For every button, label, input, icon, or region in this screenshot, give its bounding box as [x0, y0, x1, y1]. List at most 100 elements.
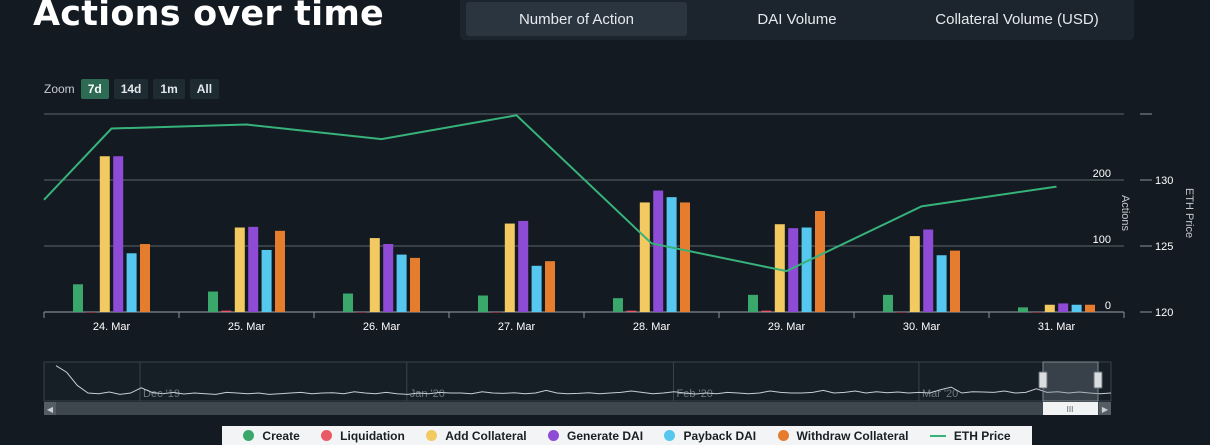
- x-axis-tick-label: 24. Mar: [93, 321, 131, 333]
- legend-item-add-collateral[interactable]: Add Collateral: [426, 428, 527, 443]
- scroll-right-arrow-icon: ▶: [1102, 405, 1109, 414]
- bar-add-collateral: [639, 202, 650, 312]
- page-title: Actions over time: [33, 0, 384, 34]
- bar-liquidation: [626, 310, 637, 312]
- bar-generate-dai: [383, 244, 394, 312]
- legend-generate-dai-label: Generate DAI: [567, 428, 644, 443]
- bar-create: [73, 284, 83, 312]
- bar-withdraw-collateral: [950, 250, 960, 312]
- actions-chart: 0 100 200 120 125 130 Actions ETH Price 24. Mar 2…: [43, 113, 1195, 415]
- bar-create: [1018, 307, 1028, 312]
- bar-payback-dai: [1071, 304, 1082, 312]
- bar-liquidation: [1031, 312, 1042, 313]
- bar-liquidation: [86, 312, 97, 313]
- tab-number-of-action[interactable]: Number of Action: [466, 2, 687, 36]
- legend-item-generate-dai[interactable]: Generate DAI: [548, 429, 643, 443]
- actions-axis-tick-label: 0: [1105, 300, 1111, 312]
- x-axis-tick-label: 26. Mar: [363, 321, 401, 333]
- bar-generate-dai: [923, 229, 934, 312]
- x-axis-tick-label: 29. Mar: [768, 321, 806, 333]
- bar-add-collateral: [1044, 304, 1055, 312]
- legend-eth-price-label: ETH Price: [953, 428, 1011, 443]
- legend-item-liquidation[interactable]: Liquidation: [321, 429, 405, 443]
- bar-generate-dai: [653, 190, 664, 312]
- legend-eth-price-marker: [929, 434, 946, 437]
- legend-item-payback-dai[interactable]: Payback DAI: [664, 429, 756, 443]
- navigator-date-label: Mar '20: [922, 388, 958, 400]
- legend-liquidation-marker: [321, 430, 333, 441]
- legend-payback-dai-marker: [664, 430, 676, 441]
- legend-create-label: Create: [262, 428, 300, 443]
- legend-liquidation-label: Liquidation: [340, 428, 405, 443]
- bar-payback-dai: [531, 265, 542, 312]
- tab-dai-volume[interactable]: DAI Volume: [757, 10, 837, 28]
- bar-withdraw-collateral: [815, 211, 825, 312]
- eth-price-axis-tick-label: 120: [1155, 307, 1173, 319]
- bar-add-collateral: [234, 227, 245, 312]
- bar-generate-dai: [518, 220, 529, 312]
- bar-liquidation: [491, 312, 502, 313]
- bar-payback-dai: [396, 254, 407, 312]
- scrollbar-grip-icon: III: [1067, 405, 1074, 414]
- scroll-right-button: [1099, 402, 1111, 415]
- legend-withdraw-collateral-marker: [777, 430, 789, 441]
- legend-item-withdraw-collateral[interactable]: Withdraw Collateral: [777, 428, 909, 443]
- legend-payback-dai-label: Payback DAI: [683, 428, 757, 443]
- bar-add-collateral: [774, 224, 785, 312]
- bar-add-collateral: [909, 236, 920, 312]
- bar-create: [748, 294, 758, 312]
- bar-add-collateral: [504, 223, 515, 312]
- zoom-all-button[interactable]: All: [189, 79, 220, 99]
- bar-withdraw-collateral: [275, 230, 285, 312]
- bar-liquidation: [761, 310, 772, 312]
- scrollbar-thumb: [1043, 402, 1098, 415]
- bar-create: [478, 295, 488, 312]
- x-axis-tick-label: 27. Mar: [498, 321, 536, 333]
- navigator-selection-window: [1042, 361, 1099, 402]
- x-axis-tick-label: 31. Mar: [1038, 321, 1076, 333]
- bar-liquidation: [221, 310, 232, 312]
- zoom-14d-button[interactable]: 14d: [113, 79, 149, 99]
- bar-generate-dai: [788, 228, 799, 312]
- navigator-right-handle: [1093, 371, 1103, 389]
- x-axis-tick-label: 28. Mar: [633, 321, 671, 333]
- navigator-scrollbar-track: [44, 402, 1111, 415]
- bar-create: [883, 294, 893, 312]
- bar-payback-dai: [666, 197, 677, 312]
- scroll-left-button: [44, 402, 56, 415]
- bar-generate-dai: [113, 156, 124, 312]
- tab-collateral-volume[interactable]: Collateral Volume (USD): [935, 10, 1099, 28]
- actions-axis-tick-label: 200: [1093, 168, 1111, 180]
- bar-payback-dai: [126, 253, 137, 312]
- chart-legend: Create Liquidation Add Collateral Genera…: [222, 426, 1032, 445]
- bar-liquidation: [896, 312, 907, 313]
- zoom-1m-button[interactable]: 1m: [153, 79, 185, 99]
- x-axis-tick-label: 25. Mar: [228, 321, 266, 333]
- legend-add-collateral-label: Add Collateral: [445, 428, 527, 443]
- x-axis-tick-label: 30. Mar: [903, 321, 941, 333]
- legend-add-collateral-marker: [426, 430, 438, 441]
- bar-add-collateral: [99, 156, 110, 312]
- bar-withdraw-collateral: [545, 261, 555, 312]
- actions-axis-tick-label: 100: [1093, 234, 1111, 246]
- bar-payback-dai: [936, 255, 947, 312]
- eth-price-axis-tick-label: 125: [1155, 241, 1173, 253]
- bar-create: [613, 298, 623, 312]
- zoom-7d-button[interactable]: 7d: [80, 79, 109, 99]
- scroll-left-arrow-icon: ◀: [47, 405, 54, 414]
- eth-price-axis-tick-label: 130: [1155, 175, 1173, 187]
- bar-withdraw-collateral: [680, 202, 690, 312]
- bar-generate-dai: [248, 226, 259, 312]
- bar-withdraw-collateral: [410, 257, 420, 312]
- bar-payback-dai: [801, 227, 812, 312]
- navigator-panel: [43, 361, 1112, 402]
- eth-price-line: [43, 114, 1057, 273]
- legend-item-create[interactable]: Create: [243, 428, 300, 443]
- eth-price-axis-title: ETH Price: [1183, 188, 1195, 238]
- bar-create: [343, 293, 353, 312]
- navigator-series-line: [55, 365, 1112, 395]
- metric-tabs: Number of Action DAI Volume Collateral V…: [460, 0, 1134, 40]
- legend-withdraw-collateral-label: Withdraw Collateral: [796, 428, 909, 443]
- legend-create-marker: [243, 430, 255, 441]
- legend-item-eth-price[interactable]: ETH Price: [929, 428, 1011, 443]
